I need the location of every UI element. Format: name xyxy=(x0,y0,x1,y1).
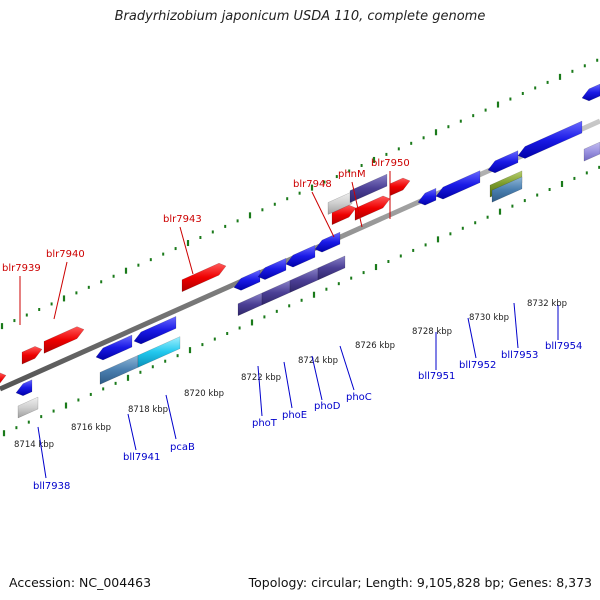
gene-arrow xyxy=(389,177,411,197)
gene-arrow xyxy=(581,83,600,102)
gene-arrow xyxy=(491,176,523,203)
reverse-gene-label-group: bll7954 xyxy=(545,305,582,352)
forward-gene-label: blr7950 xyxy=(371,158,410,169)
reverse-tick-row xyxy=(2,165,600,437)
gene-arrow xyxy=(137,336,181,368)
label-leader-line xyxy=(37,426,47,479)
label-leader-line xyxy=(283,361,293,409)
gene-arrow xyxy=(233,269,261,291)
label-leader-line xyxy=(351,181,363,228)
reverse-gene-label: phoD xyxy=(314,401,341,412)
gene-arrow xyxy=(21,346,43,365)
gene-arrow xyxy=(289,267,319,293)
forward-gene-label: phnM xyxy=(338,169,366,180)
gene-arrow xyxy=(133,316,177,345)
gene-arrow xyxy=(349,173,388,204)
gene-arrow xyxy=(314,231,341,253)
scale-label: 8732 kbp xyxy=(527,299,567,309)
label-leader-line xyxy=(311,191,335,238)
genome-summary: Topology: circular; Length: 9,105,828 bp… xyxy=(248,575,592,590)
gene-arrow xyxy=(317,255,346,281)
reverse-gene-label-group: phoE xyxy=(282,361,307,421)
scale-label: 8718 kbp xyxy=(128,405,168,415)
reverse-gene-label-group: phoT xyxy=(252,365,278,429)
scale-label: 8714 kbp xyxy=(14,440,54,450)
label-leader-line xyxy=(127,413,137,451)
reverse-gene-label: bll7951 xyxy=(418,371,455,382)
reverse-gene-label-group: bll7952 xyxy=(459,317,496,371)
scale-label: 8728 kbp xyxy=(412,327,452,337)
gene-arrow xyxy=(95,334,133,361)
reverse-gene-label-group: bll7953 xyxy=(501,302,538,361)
gene-arrow xyxy=(285,244,316,268)
gene-arrow xyxy=(0,372,7,384)
forward-gene-label: blr7948 xyxy=(293,179,332,190)
gene-arrow xyxy=(327,191,353,215)
genome-title: Bradyrhizobium japonicum USDA 110, compl… xyxy=(114,9,486,24)
gene-arrow xyxy=(15,379,33,396)
reverse-gene-label-group: pcaB xyxy=(165,394,195,453)
gene-arrow xyxy=(583,141,600,162)
reverse-gene-label: phoE xyxy=(282,410,307,421)
reverse-gene-label-group: bll7938 xyxy=(33,426,70,492)
label-leader-line xyxy=(339,345,355,391)
reverse-gene-label-group: bll7951 xyxy=(418,332,455,382)
gene-arrow xyxy=(517,120,583,159)
gene-arrow xyxy=(257,257,287,280)
gene-arrow xyxy=(435,170,481,200)
reverse-gene-label-group: phoD xyxy=(311,355,341,412)
scale-label: 8726 kbp xyxy=(355,341,395,351)
forward-tick-row xyxy=(0,58,599,330)
gene-arrow xyxy=(99,354,139,385)
scale-label: 8720 kbp xyxy=(184,389,224,399)
label-leader-line xyxy=(179,226,194,275)
forward-gene-label: blr7939 xyxy=(2,263,41,274)
reverse-gene-label: bll7953 xyxy=(501,350,538,361)
forward-gene-label-group: blr7948 xyxy=(293,179,335,238)
gene-arrow xyxy=(237,292,263,317)
reverse-gene-label: pcaB xyxy=(170,442,195,453)
forward-gene-label-group: phnM xyxy=(338,169,366,228)
reverse-gene-label: phoC xyxy=(346,392,372,403)
forward-gene-label-group: blr7939 xyxy=(2,263,41,325)
accession-label: Accession: NC_004463 xyxy=(9,575,152,590)
gene-arrow xyxy=(487,150,519,174)
forward-gene-label-group: blr7943 xyxy=(163,214,202,275)
reverse-gene-label: phoT xyxy=(252,418,278,429)
gene-arrow xyxy=(261,280,291,306)
reverse-gene-label: bll7952 xyxy=(459,360,496,371)
gene-arrow xyxy=(417,187,437,206)
scale-label: 8716 kbp xyxy=(71,423,111,433)
gene-arrow xyxy=(181,262,227,293)
gene-arrow xyxy=(17,396,39,419)
label-leader-line xyxy=(311,355,323,401)
label-leader-line xyxy=(165,394,177,440)
reverse-gene-label: bll7941 xyxy=(123,452,160,463)
label-leader-line xyxy=(513,302,519,349)
reverse-gene-label: bll7938 xyxy=(33,481,70,492)
reverse-gene-label: bll7954 xyxy=(545,341,582,352)
reverse-gene-label-group: phoC xyxy=(339,345,372,403)
label-leader-line xyxy=(53,261,68,320)
forward-gene-label: blr7943 xyxy=(163,214,202,225)
reverse-gene-label-group: bll7941 xyxy=(123,413,160,463)
forward-gene-label-group: blr7940 xyxy=(46,249,85,320)
label-leader-line xyxy=(467,317,477,359)
gene-arrow xyxy=(354,195,391,221)
forward-gene-label: blr7940 xyxy=(46,249,85,260)
scale-label: 8730 kbp xyxy=(469,313,509,323)
gene-arrow xyxy=(43,326,85,354)
scale-label: 8722 kbp xyxy=(241,373,281,383)
forward-gene-label-group: blr7950 xyxy=(371,158,410,219)
label-leader-line xyxy=(257,365,263,417)
scale-label: 8724 kbp xyxy=(298,356,338,366)
